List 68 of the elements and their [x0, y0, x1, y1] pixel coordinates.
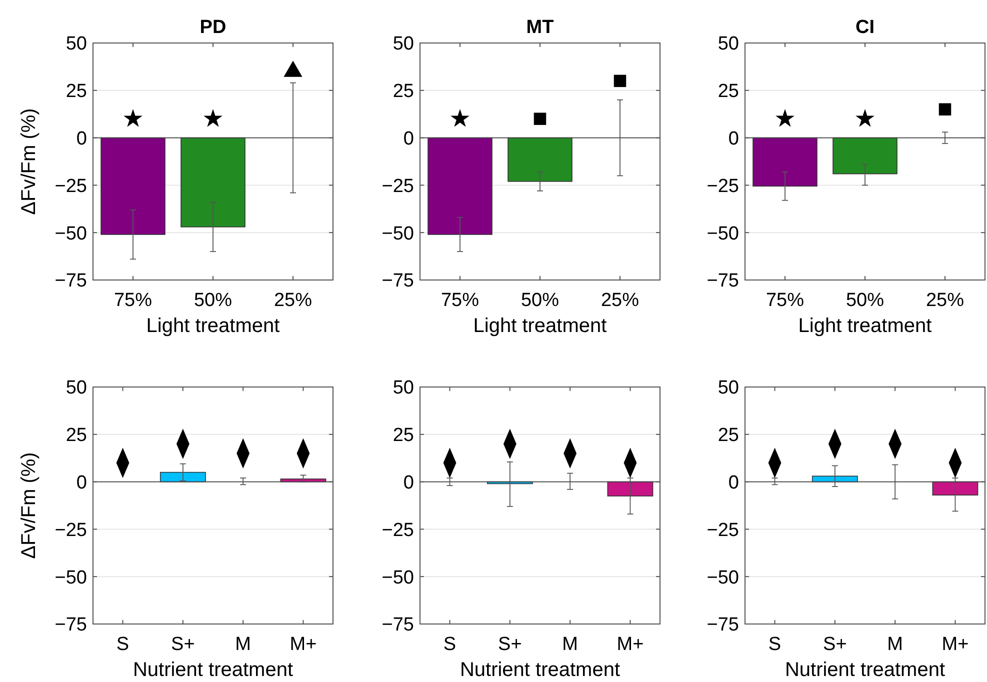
x-tick-label: S+ [171, 634, 195, 655]
y-tick-label: −50 [382, 223, 414, 244]
x-axis-title: Nutrient treatment [132, 659, 294, 681]
y-tick-label: 25 [66, 425, 87, 446]
y-tick-label: 50 [718, 34, 739, 55]
y-axis-title: ΔFv/Fm (%) [18, 108, 40, 215]
x-tick-label: M+ [616, 634, 644, 655]
x-tick-label: M [887, 634, 903, 655]
x-tick-label: S+ [498, 634, 522, 655]
y-tick-label: −75 [54, 270, 87, 292]
x-tick-label: 25% [274, 290, 312, 311]
x-tick-label: 50% [194, 290, 232, 311]
y-tick-label: 25 [66, 81, 87, 102]
y-tick-label: 50 [66, 34, 87, 55]
y-tick-label: 50 [392, 34, 414, 55]
chart-title: MT [526, 17, 554, 38]
x-tick-label: 75% [114, 290, 152, 311]
x-tick-label: 50% [520, 290, 560, 311]
x-tick-label: M [235, 634, 251, 655]
y-tick-label: −25 [54, 176, 87, 197]
chart-title: PD [200, 17, 226, 38]
y-tick-label: 50 [66, 378, 87, 399]
y-tick-label: −75 [706, 270, 739, 292]
y-tick-label: −25 [382, 520, 414, 541]
y-tick-label: 50 [718, 378, 739, 399]
x-tick-label: 75% [440, 290, 480, 311]
y-tick-label: 0 [403, 472, 414, 494]
y-tick-label: 25 [392, 81, 414, 102]
y-tick-label: −75 [382, 614, 414, 636]
x-tick-label: S [116, 634, 130, 655]
chart-title: CI [856, 17, 874, 38]
y-tick-label: −25 [382, 176, 414, 197]
x-tick-label: S+ [823, 634, 847, 655]
x-tick-label: M [562, 634, 578, 655]
x-axis-title: Light treatment [798, 315, 932, 337]
y-tick-label: 0 [76, 128, 87, 150]
y-tick-label: −25 [54, 520, 87, 541]
y-axis-title: ΔFv/Fm (%) [18, 452, 40, 559]
y-tick-label: 50 [392, 378, 414, 399]
y-tick-label: −50 [706, 223, 739, 244]
y-tick-label: 0 [403, 128, 414, 150]
x-tick-label: 25% [600, 290, 640, 311]
y-tick-label: −50 [382, 567, 414, 588]
y-tick-label: −50 [706, 567, 739, 588]
y-tick-label: −50 [54, 567, 87, 588]
y-tick-label: −25 [706, 520, 739, 541]
y-tick-label: 25 [718, 81, 739, 102]
x-tick-label: 50% [846, 290, 884, 311]
y-tick-label: 0 [76, 472, 87, 494]
y-tick-label: −50 [54, 223, 87, 244]
y-tick-label: −25 [706, 176, 739, 197]
y-tick-label: −75 [382, 270, 414, 292]
x-axis-title: Light treatment [146, 315, 280, 337]
x-tick-label: 25% [926, 290, 964, 311]
y-tick-label: 0 [728, 472, 739, 494]
x-tick-label: M+ [290, 634, 317, 655]
x-axis-title: Nutrient treatment [460, 659, 620, 681]
x-axis-title: Light treatment [473, 315, 608, 337]
y-tick-label: 25 [718, 425, 739, 446]
x-tick-label: S [443, 634, 456, 655]
y-tick-label: 0 [728, 128, 739, 150]
y-tick-label: −75 [706, 614, 739, 636]
x-tick-label: S [768, 634, 782, 655]
x-tick-label: M+ [942, 634, 969, 655]
x-tick-label: 75% [766, 290, 804, 311]
x-axis-title: Nutrient treatment [784, 659, 946, 681]
y-tick-label: 25 [392, 425, 414, 446]
y-tick-label: −75 [54, 614, 87, 636]
